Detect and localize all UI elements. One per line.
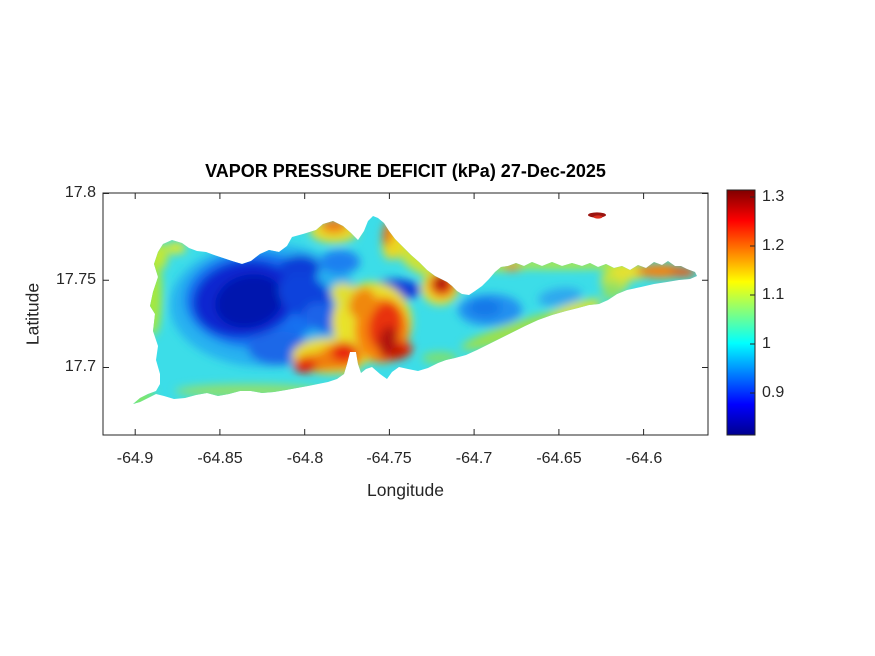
y-axis-label: Latitude bbox=[22, 282, 43, 346]
y-tick-label: 17.7 bbox=[64, 358, 96, 375]
x-tick-label: -64.65 bbox=[536, 450, 582, 467]
offshore-islet bbox=[588, 212, 606, 219]
colorbar-tick-label: 0.9 bbox=[762, 384, 785, 401]
colorbar-ticks bbox=[750, 196, 755, 394]
x-tick-label: -64.85 bbox=[197, 450, 243, 467]
x-tick-label: -64.6 bbox=[625, 450, 663, 467]
colorbar-tick-label: 1.2 bbox=[762, 237, 785, 254]
x-tick-label: -64.7 bbox=[455, 450, 493, 467]
colorbar-gradient bbox=[726, 189, 756, 436]
axes-box bbox=[102, 192, 709, 436]
colorbar-tick-label: 1.3 bbox=[762, 188, 785, 205]
colorbar-tick-label: 1.1 bbox=[762, 286, 785, 303]
colorbar-tick-label: 1 bbox=[762, 335, 771, 352]
y-tick-label: 17.8 bbox=[64, 184, 96, 201]
island-contour-fill bbox=[133, 216, 697, 404]
figure-title: VAPOR PRESSURE DEFICIT (kPa) 27-Dec-2025 bbox=[205, 161, 606, 181]
x-tick-label: -64.75 bbox=[366, 450, 412, 467]
x-tick-label: -64.8 bbox=[286, 450, 324, 467]
y-tick-label: 17.75 bbox=[55, 271, 96, 288]
x-tick-label: -64.9 bbox=[116, 450, 154, 467]
x-axis-label: Longitude bbox=[367, 480, 444, 500]
colorbar bbox=[726, 189, 756, 436]
